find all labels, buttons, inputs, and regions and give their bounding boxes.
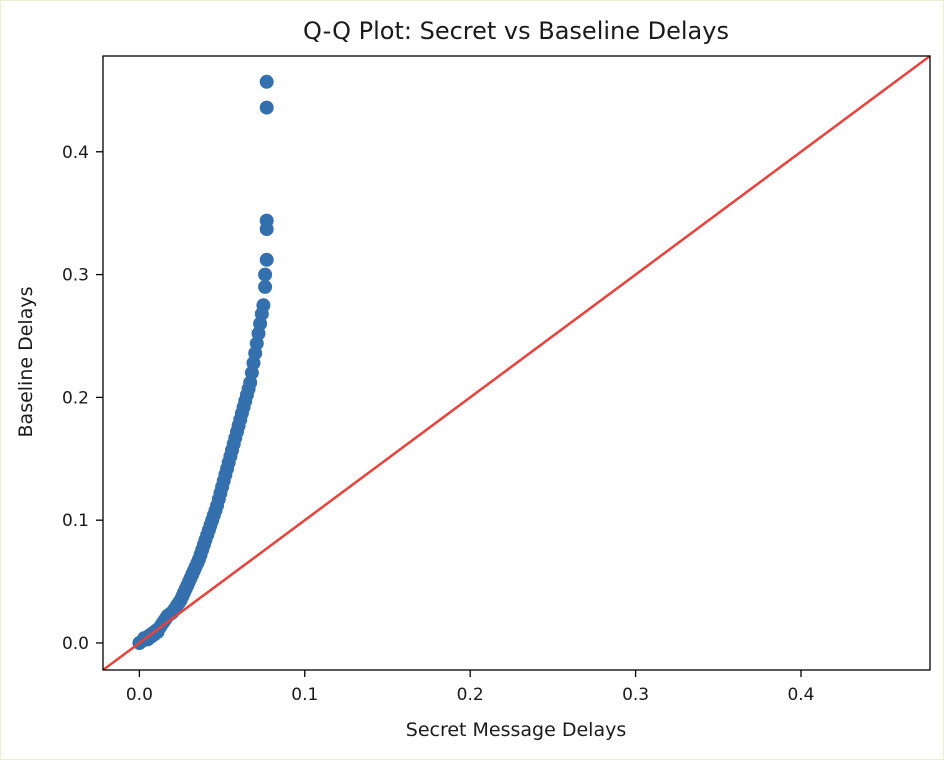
y-tick-label: 0.3	[62, 266, 89, 286]
x-tick-label: 0.3	[622, 685, 649, 705]
x-axis-label: Secret Message Delays	[406, 719, 626, 741]
data-point	[259, 74, 274, 89]
x-tick-label: 0.4	[787, 685, 814, 705]
data-point	[259, 252, 274, 267]
data-point	[258, 267, 273, 282]
y-tick-label: 0.4	[62, 143, 89, 163]
data-point	[259, 213, 274, 228]
y-tick-label: 0.2	[62, 388, 89, 408]
reference-line-group	[103, 56, 930, 670]
data-point	[258, 279, 273, 294]
plot-frame	[102, 55, 931, 671]
y-tick-label: 0.0	[62, 634, 89, 654]
x-tick-label: 0.2	[457, 685, 484, 705]
scatter-points	[132, 74, 274, 650]
x-tick-label: 0.0	[126, 685, 153, 705]
y-axis-label: Baseline Delays	[15, 287, 37, 438]
reference-line	[103, 56, 930, 670]
y-tick-label: 0.1	[62, 511, 89, 531]
chart-title: Q-Q Plot: Secret vs Baseline Delays	[303, 17, 729, 45]
x-tick-label: 0.1	[291, 685, 318, 705]
data-point	[256, 298, 271, 313]
data-point	[259, 100, 274, 115]
